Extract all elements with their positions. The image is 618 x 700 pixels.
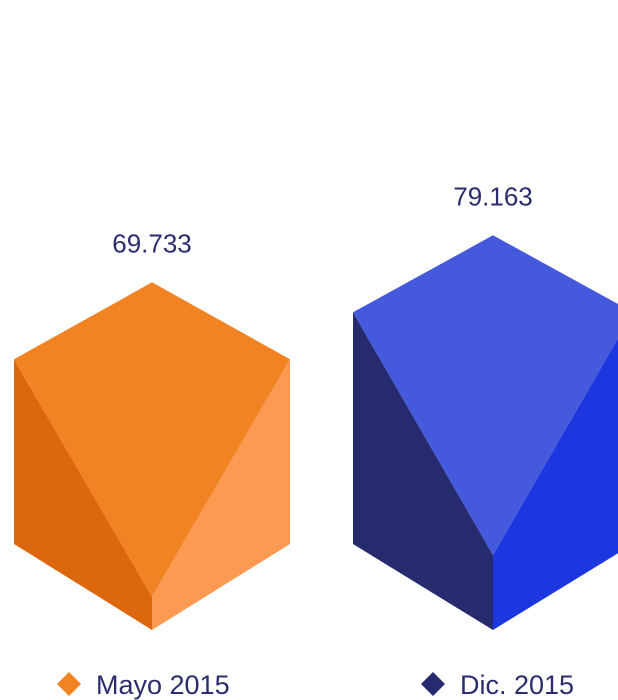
legend: Mayo 2015 Dic. 2015 [57, 670, 574, 700]
data-label-2: 79.163 [453, 181, 533, 211]
bar-2 [353, 235, 618, 630]
legend-label-2: Dic. 2015 [460, 670, 574, 700]
data-label-1: 69.733 [112, 228, 192, 258]
bar-left-face [353, 312, 493, 630]
legend-label-1: Mayo 2015 [96, 670, 230, 700]
legend-marker-2 [421, 672, 445, 696]
bar-top-face [14, 282, 290, 597]
bars: 69.733 79.163 [14, 181, 618, 630]
bar-left-face [14, 359, 152, 630]
bar-right-face [152, 359, 290, 630]
legend-marker-1 [57, 672, 81, 696]
bar-1 [14, 282, 290, 630]
bar-right-face [493, 338, 618, 630]
bar-top-face [353, 235, 618, 556]
